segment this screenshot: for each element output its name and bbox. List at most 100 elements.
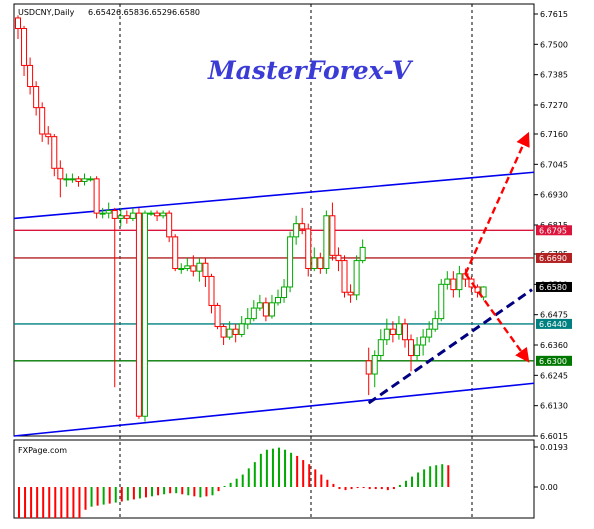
candle-body	[293, 223, 300, 238]
candle-body	[250, 307, 257, 320]
histogram-bar	[18, 487, 20, 519]
candle-body	[196, 262, 203, 272]
annotations	[367, 131, 533, 405]
candle-body	[365, 360, 372, 375]
indicator-label: FXPage.com	[18, 446, 67, 455]
candle-body	[135, 212, 142, 417]
candle-body	[93, 178, 100, 214]
histogram-bar	[132, 487, 135, 500]
candle-body	[190, 265, 197, 272]
high-value: 6.6583	[116, 8, 144, 17]
price-tick-label: 6.6930	[540, 191, 568, 200]
candle-body	[377, 339, 384, 357]
histogram-bar	[374, 487, 377, 490]
candle-body	[75, 178, 82, 182]
histogram-bar	[308, 464, 311, 487]
price-tick-label: 6.7045	[540, 160, 568, 169]
histogram-bar	[404, 480, 407, 487]
candle-body	[148, 212, 155, 215]
histogram-bar	[187, 487, 190, 496]
histogram-bar	[157, 487, 160, 496]
candle-body	[39, 107, 46, 135]
candle-body	[287, 236, 294, 288]
candle-body	[432, 318, 439, 330]
histogram-bar	[181, 487, 184, 495]
open-value: 6.6542	[88, 8, 116, 17]
candle-body	[414, 344, 421, 357]
histogram-bar	[163, 487, 166, 495]
main-plot-frame	[13, 3, 535, 437]
candle-body	[184, 265, 191, 270]
price-tick-label: 6.7500	[540, 40, 568, 49]
price-level-tag-label: 6.6795	[539, 226, 567, 235]
candle-body	[359, 246, 366, 262]
candle-body	[111, 209, 118, 219]
forecast-arrow	[464, 273, 530, 363]
candle-body	[69, 178, 76, 181]
candle-body	[353, 260, 360, 296]
histogram-bar	[411, 476, 414, 487]
histogram-bar	[447, 465, 450, 487]
candle-body	[299, 223, 306, 230]
candle-body	[141, 212, 148, 417]
candle-body	[438, 283, 445, 320]
histogram-bar	[302, 460, 305, 487]
histogram-bar	[138, 487, 141, 499]
histogram-bar	[429, 466, 432, 487]
histogram-bar	[253, 462, 256, 487]
candle-body	[51, 136, 58, 169]
histogram-bar	[193, 487, 196, 497]
symbol-label: USDCNY,Daily	[18, 8, 75, 17]
candle-body	[395, 323, 402, 335]
candle-body	[480, 286, 487, 298]
histogram-bar	[265, 449, 268, 487]
candle-body	[45, 133, 52, 138]
histogram-bar	[48, 487, 51, 519]
histogram-bar	[84, 487, 87, 510]
histogram-bar	[90, 487, 93, 507]
candle-body	[323, 215, 330, 270]
candle-body	[63, 178, 70, 181]
price-tick-label: 6.6360	[540, 341, 568, 350]
candle-body	[166, 212, 173, 238]
histogram-bar	[96, 487, 99, 506]
histogram-bar	[126, 487, 129, 501]
price-level-tag	[536, 281, 572, 292]
price-tick-label: 6.6015	[540, 432, 568, 441]
candle-body	[208, 275, 215, 306]
histogram-bar	[435, 465, 438, 487]
histogram-bar	[30, 487, 33, 519]
candle-body	[81, 178, 88, 182]
candle-body	[178, 268, 185, 271]
histogram-bar	[284, 449, 287, 487]
candle-body	[21, 28, 28, 66]
candle-body	[335, 254, 342, 262]
candle-body	[426, 328, 433, 338]
indicator-histogram	[18, 447, 450, 519]
low-value: 6.6529	[144, 8, 172, 17]
candle-body	[311, 257, 318, 270]
histogram-bar	[223, 485, 226, 487]
candle-body	[238, 323, 245, 335]
histogram-bar	[338, 487, 341, 490]
histogram-bar	[392, 487, 395, 490]
candle-body	[160, 212, 167, 217]
candle-body	[99, 212, 106, 215]
candle-body	[27, 64, 34, 88]
channel-lines	[13, 171, 535, 437]
price-tick-label: 6.7160	[540, 130, 568, 139]
histogram-bar	[72, 487, 75, 519]
price-tick-label: 6.6245	[540, 371, 568, 380]
histogram-bar	[229, 482, 232, 487]
histogram-bar	[362, 487, 365, 489]
price-level-tag	[536, 225, 572, 236]
candle-body	[389, 328, 396, 335]
candle-body	[401, 323, 408, 341]
histogram-bar	[332, 483, 335, 487]
candle-body	[129, 212, 136, 219]
candle-body	[256, 302, 263, 309]
candle-body	[33, 86, 40, 109]
indicator-zero-label: 0.00	[540, 483, 558, 492]
histogram-bar	[175, 487, 178, 494]
histogram-bar	[290, 452, 293, 487]
